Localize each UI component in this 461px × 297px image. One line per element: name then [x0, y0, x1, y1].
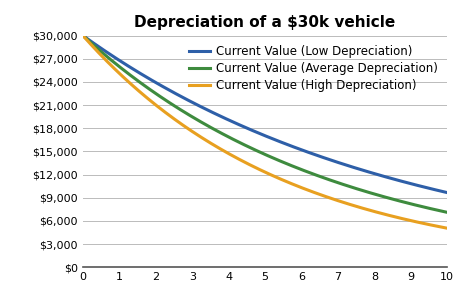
Current Value (High Depreciation) — [255, 167, 261, 171]
Current Value (High Depreciation) — [253, 166, 259, 170]
Current Value (High Depreciation) — [436, 225, 441, 228]
Current Value (Low Depreciation) — [80, 34, 86, 37]
Title: Depreciation of a $30k vehicle: Depreciation of a $30k vehicle — [135, 15, 396, 30]
Current Value (Low Depreciation) — [444, 191, 450, 194]
Current Value (Average Depreciation) — [297, 167, 302, 171]
Current Value (Average Depreciation) — [255, 150, 261, 153]
Current Value (Average Depreciation) — [253, 148, 259, 152]
Current Value (High Depreciation) — [297, 185, 302, 189]
Current Value (Average Depreciation) — [277, 159, 283, 163]
Current Value (Low Depreciation) — [253, 130, 259, 134]
Current Value (Average Depreciation) — [80, 34, 86, 37]
Current Value (Low Depreciation) — [255, 131, 261, 135]
Line: Current Value (Average Depreciation): Current Value (Average Depreciation) — [83, 36, 447, 212]
Current Value (Average Depreciation) — [436, 208, 441, 212]
Legend: Current Value (Low Depreciation), Current Value (Average Depreciation), Current : Current Value (Low Depreciation), Curren… — [185, 42, 441, 96]
Current Value (High Depreciation) — [80, 34, 86, 37]
Line: Current Value (High Depreciation): Current Value (High Depreciation) — [83, 36, 447, 228]
Current Value (High Depreciation) — [379, 212, 384, 215]
Line: Current Value (Low Depreciation): Current Value (Low Depreciation) — [83, 36, 447, 192]
Current Value (Low Depreciation) — [277, 140, 283, 143]
Current Value (Average Depreciation) — [379, 194, 384, 198]
Current Value (Low Depreciation) — [379, 174, 384, 178]
Current Value (High Depreciation) — [444, 226, 450, 230]
Current Value (Low Depreciation) — [297, 147, 302, 151]
Current Value (High Depreciation) — [277, 177, 283, 181]
Current Value (Average Depreciation) — [444, 211, 450, 214]
Current Value (Low Depreciation) — [436, 189, 441, 192]
